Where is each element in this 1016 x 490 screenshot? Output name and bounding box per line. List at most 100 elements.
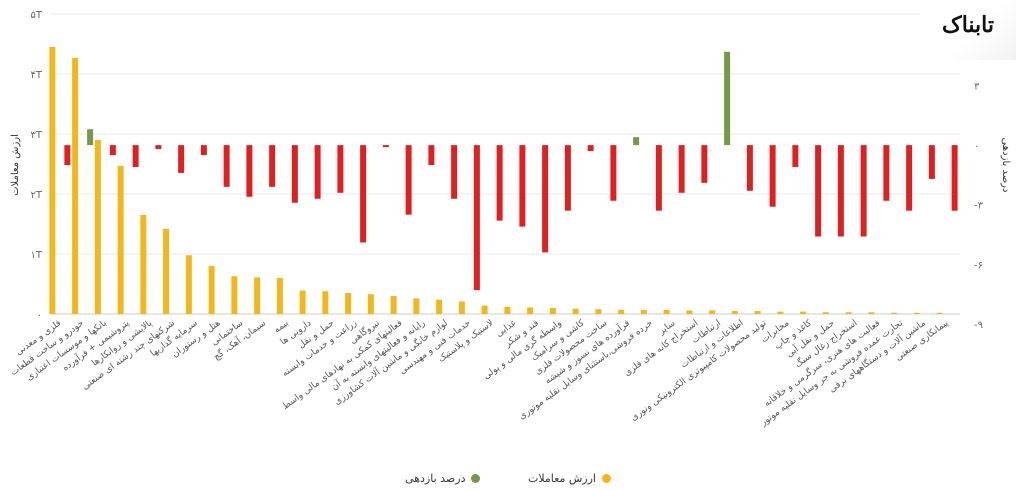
logo-text: تابناک — [942, 12, 994, 38]
bar-trade-value[interactable] — [390, 296, 397, 314]
bar-return-pct[interactable] — [314, 145, 321, 199]
bar-return-pct[interactable] — [223, 145, 230, 187]
left-tick-label: ۵T — [31, 10, 43, 21]
bar-trade-value[interactable] — [436, 299, 443, 314]
bar-trade-value[interactable] — [572, 308, 579, 314]
bars — [49, 47, 958, 315]
bar-trade-value[interactable] — [731, 311, 738, 314]
bar-trade-value[interactable] — [527, 307, 534, 314]
bar-return-pct[interactable] — [200, 145, 207, 156]
bar-return-pct[interactable] — [64, 145, 71, 165]
bar-return-pct[interactable] — [451, 145, 458, 199]
bar-return-pct[interactable] — [701, 145, 708, 183]
legend-swatch-value — [601, 474, 611, 483]
bar-return-pct[interactable] — [633, 137, 640, 146]
bar-return-pct[interactable] — [883, 145, 890, 201]
bar-return-pct[interactable] — [496, 145, 503, 221]
bar-return-pct[interactable] — [382, 145, 389, 148]
right-tick-label: -۶ — [974, 260, 983, 271]
bar-return-pct[interactable] — [724, 51, 731, 146]
left-tick-label: ۰ — [37, 310, 42, 321]
bar-return-pct[interactable] — [906, 145, 913, 211]
left-tick-label: ۱T — [31, 250, 43, 261]
bar-trade-value[interactable] — [72, 57, 79, 315]
bar-trade-value[interactable] — [276, 278, 283, 314]
bar-return-pct[interactable] — [542, 145, 549, 253]
bar-trade-value[interactable] — [117, 165, 124, 314]
bar-trade-value[interactable] — [686, 310, 693, 314]
bar-return-pct[interactable] — [951, 145, 958, 211]
bar-trade-value[interactable] — [185, 255, 192, 314]
bar-return-pct[interactable] — [360, 145, 367, 243]
bar-trade-value[interactable] — [254, 277, 261, 314]
bar-trade-value[interactable] — [618, 309, 625, 314]
bar-trade-value[interactable] — [208, 266, 215, 314]
bar-trade-value[interactable] — [822, 312, 829, 314]
bar-trade-value[interactable] — [595, 309, 602, 314]
legend-item-value[interactable]: ارزش معاملات — [528, 472, 611, 485]
bar-return-pct[interactable] — [655, 145, 662, 211]
bar-return-pct[interactable] — [769, 145, 776, 207]
bar-return-pct[interactable] — [860, 145, 867, 237]
bar-return-pct[interactable] — [291, 145, 298, 203]
bar-trade-value[interactable] — [299, 290, 306, 314]
right-tick-label: -۳ — [974, 201, 984, 212]
bar-return-pct[interactable] — [519, 145, 526, 227]
bar-trade-value[interactable] — [868, 312, 875, 314]
bar-return-pct[interactable] — [792, 145, 799, 167]
bar-trade-value[interactable] — [777, 311, 784, 314]
bar-return-pct[interactable] — [87, 129, 94, 146]
site-logo: تابناک — [920, 0, 1016, 60]
bar-trade-value[interactable] — [913, 312, 920, 314]
bar-return-pct[interactable] — [928, 145, 935, 179]
bar-return-pct[interactable] — [405, 145, 412, 215]
bar-trade-value[interactable] — [481, 305, 488, 314]
bar-trade-value[interactable] — [322, 291, 329, 314]
bar-return-pct[interactable] — [178, 145, 185, 173]
bar-return-pct[interactable] — [815, 145, 822, 237]
bar-trade-value[interactable] — [936, 312, 943, 314]
left-tick-label: ۳T — [31, 130, 43, 141]
bar-trade-value[interactable] — [163, 228, 170, 314]
bar-return-pct[interactable] — [610, 145, 617, 201]
bar-return-pct[interactable] — [837, 145, 844, 237]
bar-return-pct[interactable] — [428, 145, 435, 165]
bar-return-pct[interactable] — [587, 145, 594, 152]
bar-trade-value[interactable] — [49, 47, 56, 314]
bar-trade-value[interactable] — [800, 311, 807, 314]
right-tick-label: -۹ — [974, 320, 983, 331]
bar-return-pct[interactable] — [473, 145, 480, 291]
bar-trade-value[interactable] — [845, 312, 852, 314]
right-tick-label: ۰ — [974, 141, 979, 152]
right-axis-ticks: -۹ -۶ -۳ ۰ ۳ — [974, 82, 984, 331]
bar-trade-value[interactable] — [709, 310, 716, 314]
bar-trade-value[interactable] — [413, 298, 420, 314]
bar-return-pct[interactable] — [155, 145, 162, 150]
bar-return-pct[interactable] — [337, 145, 344, 193]
bar-trade-value[interactable] — [367, 294, 374, 314]
bar-return-pct[interactable] — [109, 145, 116, 156]
bar-trade-value[interactable] — [504, 306, 511, 314]
gridlines — [50, 13, 960, 315]
bar-trade-value[interactable] — [640, 309, 647, 314]
right-axis-title: درصد بازدهی — [1000, 138, 1011, 193]
bar-return-pct[interactable] — [678, 145, 685, 193]
bar-trade-value[interactable] — [140, 215, 147, 314]
bar-trade-value[interactable] — [345, 293, 352, 314]
bar-trade-value[interactable] — [754, 311, 761, 314]
bar-return-pct[interactable] — [269, 145, 276, 187]
bar-trade-value[interactable] — [891, 312, 898, 314]
bar-return-pct[interactable] — [746, 145, 753, 191]
bar-trade-value[interactable] — [458, 301, 465, 314]
legend-item-return[interactable]: درصد بازدهی — [405, 472, 481, 485]
bar-trade-value[interactable] — [663, 309, 670, 314]
bar-return-pct[interactable] — [132, 145, 139, 167]
legend-swatch-return — [471, 474, 481, 483]
bar-return-pct[interactable] — [564, 145, 571, 211]
bar-trade-value[interactable] — [94, 140, 101, 314]
bar-trade-value[interactable] — [231, 276, 238, 314]
bar-trade-value[interactable] — [549, 308, 556, 314]
bar-return-pct[interactable] — [246, 145, 253, 197]
left-axis-title: ارزش معاملات — [10, 134, 21, 196]
